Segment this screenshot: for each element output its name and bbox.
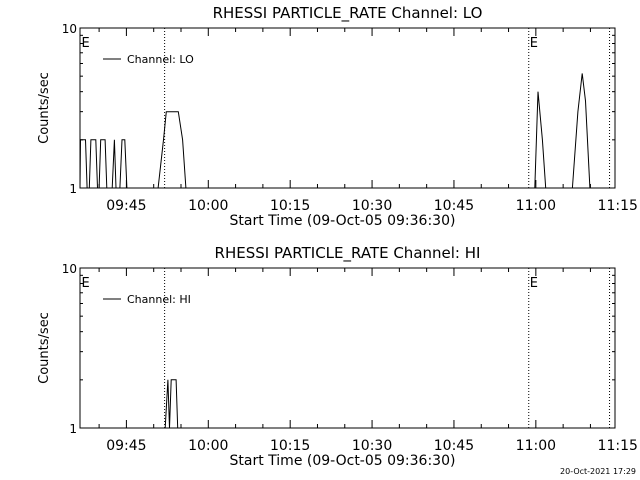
event-marker-label: E [82, 276, 90, 291]
y-axis-label: Counts/sec [37, 72, 52, 144]
x-tick-label: 10:45 [434, 198, 474, 214]
x-tick-label: 09:45 [106, 438, 146, 454]
y-tick-label: 10 [62, 22, 77, 36]
x-tick-label: 11:00 [516, 198, 556, 214]
event-marker-label: E [530, 36, 538, 51]
chart-panel-1: RHESSI PARTICLE_RATE Channel: HI 1 10 09:45… [37, 244, 638, 469]
x-tick-label: 10:15 [270, 438, 310, 454]
y-tick-label: 1 [69, 422, 77, 436]
legend-entry: Channel: HI [127, 293, 191, 306]
event-marker-label: E [82, 36, 90, 51]
legend-entry: Channel: LO [127, 53, 194, 66]
series-line-0 [79, 73, 591, 189]
x-tick-label: 10:00 [188, 198, 228, 214]
series-line-0 [80, 379, 179, 429]
chart-title: RHESSI PARTICLE_RATE Channel: LO [213, 4, 483, 23]
chart-panel-0: RHESSI PARTICLE_RATE Channel: LO 1 10 09:45… [37, 4, 638, 229]
y-axis-label: Counts/sec [37, 312, 52, 384]
event-marker-label: E [530, 276, 538, 291]
x-tick-label: 09:45 [106, 198, 146, 214]
x-axis-label: Start Time (09-Oct-05 09:36:30) [230, 213, 456, 229]
x-tick-label: 10:30 [352, 438, 392, 454]
plot-frame [79, 27, 616, 189]
x-tick-label: 10:00 [188, 438, 228, 454]
x-tick-label: 10:15 [270, 198, 310, 214]
x-tick-label: 11:00 [516, 438, 556, 454]
timestamp-footer: 20-Oct-2021 17:29 [560, 467, 636, 476]
y-tick-label: 1 [69, 182, 77, 196]
x-tick-label: 10:45 [434, 438, 474, 454]
y-tick-label: 10 [62, 262, 77, 276]
plot-frame [79, 267, 616, 429]
x-tick-label: 11:15 [598, 198, 638, 214]
x-tick-label: 11:15 [598, 438, 638, 454]
chart-title: RHESSI PARTICLE_RATE Channel: HI [215, 244, 481, 263]
x-tick-label: 10:30 [352, 198, 392, 214]
x-axis-label: Start Time (09-Oct-05 09:36:30) [230, 453, 456, 469]
